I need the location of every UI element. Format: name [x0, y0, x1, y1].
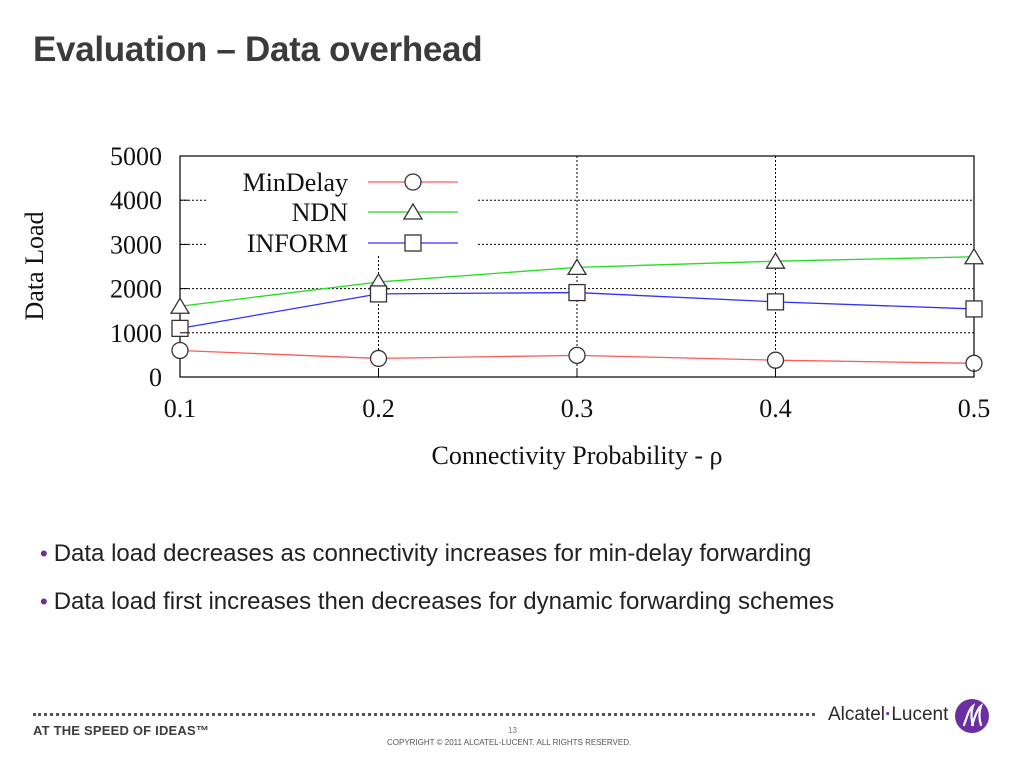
legend-label: MinDelay: [243, 168, 348, 197]
bullet-text: Data load first increases then decreases…: [53, 588, 835, 615]
x-axis-label: Connectivity Probability - ρ: [431, 441, 722, 470]
legend-label: INFORM: [247, 229, 348, 258]
x-tick-label: 0.5: [958, 394, 991, 423]
footer-tagline: AT THE SPEED OF IDEAS™: [33, 723, 210, 738]
y-axis-label: Data Load: [20, 211, 49, 320]
chart: 0 1000 2000 3000 4000 5000 0.1 0.2 0.3 0.4 0.5 Mi…: [0, 130, 1024, 480]
data-point-circle: [171, 341, 189, 360]
data-point-triangle: [566, 258, 588, 276]
bullet-text: Data load decreases as connectivity incr…: [53, 540, 812, 567]
y-tick-label: 3000: [110, 230, 162, 259]
slide-title: Evaluation – Data overhead: [33, 30, 483, 69]
y-tick-label: 4000: [110, 186, 162, 215]
brand-logo-text: Alcatel·Lucent: [828, 704, 948, 726]
data-point-triangle: [765, 251, 786, 269]
bullet-icon: •: [40, 589, 48, 614]
logo-dot: ·: [885, 704, 892, 725]
data-point-circle: [965, 354, 983, 372]
alcatel-lucent-logo-icon: [955, 699, 989, 733]
y-axis-ticks: 0 1000 2000 3000 4000 5000: [110, 142, 188, 392]
y-tick-label: 5000: [110, 142, 162, 171]
line-chart: 0 1000 2000 3000 4000 5000 0.1 0.2 0.3 0.4 0.5 Mi…: [20, 142, 991, 470]
logo-word-right: Lucent: [891, 704, 949, 725]
data-point-circle: [404, 173, 422, 191]
y-tick-label: 1000: [110, 319, 162, 348]
footer-divider: [33, 713, 815, 716]
data-point-triangle: [169, 297, 191, 314]
data-point-square: [568, 283, 586, 302]
data-point-square: [171, 319, 189, 338]
data-point-square: [965, 300, 983, 318]
bullet-item: • Data load decreases as connectivity inc…: [40, 540, 834, 568]
bullet-list: • Data load decreases as connectivity inc…: [40, 540, 834, 636]
data-point-triangle: [963, 247, 985, 265]
x-tick-label: 0.4: [759, 394, 792, 423]
series: [169, 247, 985, 372]
x-tick-label: 0.3: [561, 394, 594, 423]
series-mindelay: [171, 341, 983, 372]
x-axis-ticks: 0.1 0.2 0.3 0.4 0.5: [164, 369, 991, 423]
x-tick-label: 0.1: [164, 394, 197, 423]
logo-word-left: Alcatel: [828, 704, 886, 725]
y-tick-label: 2000: [110, 275, 162, 304]
data-point-square: [369, 285, 388, 303]
y-tick-label: 0: [149, 363, 162, 392]
data-point-square: [404, 234, 422, 252]
data-point-circle: [766, 351, 785, 369]
legend-label: NDN: [292, 198, 349, 227]
data-point-circle: [568, 346, 586, 364]
bullet-item: • Data load first increases then decrease…: [40, 588, 834, 616]
data-point-circle: [369, 349, 388, 368]
data-point-square: [766, 293, 785, 311]
page-number: 13: [508, 726, 517, 735]
x-tick-label: 0.2: [362, 394, 395, 423]
bullet-icon: •: [40, 541, 48, 566]
data-point-triangle: [402, 202, 424, 220]
copyright-notice: COPYRIGHT © 2011 ALCATEL-LUCENT. ALL RIG…: [387, 738, 632, 747]
